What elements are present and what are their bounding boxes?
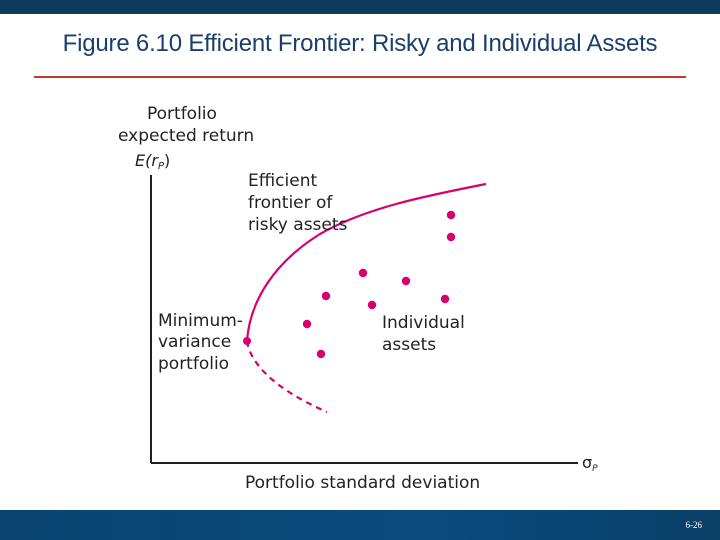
efficient-frontier-curve — [245, 182, 487, 342]
y-axis-symbol: E(rP) — [135, 151, 170, 172]
y-axis-title-line1: Portfolio — [147, 104, 217, 124]
inefficient-frontier-curve — [245, 340, 328, 414]
minimum-variance-point — [243, 337, 251, 345]
asset-point — [316, 349, 326, 359]
frontier-label-line2: frontier of — [248, 193, 333, 213]
asset-point — [440, 294, 450, 304]
y-axis-title-line2: expected return — [118, 126, 254, 146]
individual-assets — [302, 210, 456, 359]
asset-point — [321, 291, 331, 301]
x-axis-title: Portfolio standard deviation — [245, 473, 480, 493]
asset-point — [401, 276, 411, 286]
title-divider — [34, 76, 686, 78]
mvp-label-line3: portfolio — [158, 354, 229, 374]
top-bar — [0, 0, 720, 14]
mvp-label-line2: variance — [158, 332, 231, 352]
asset-point — [446, 210, 456, 220]
assets-label-line2: assets — [382, 335, 436, 355]
mvp-label-line1: Minimum- — [158, 311, 243, 331]
asset-point — [367, 300, 377, 310]
asset-point — [302, 319, 312, 329]
frontier-label-line3: risky assets — [248, 215, 348, 235]
slide-title: Figure 6.10 Efficient Frontier: Risky an… — [62, 30, 658, 57]
asset-point — [446, 232, 456, 242]
asset-point — [358, 268, 368, 278]
frontier-label-line1: Efficient — [248, 171, 317, 191]
assets-label-line1: Individual — [382, 313, 465, 333]
efficient-frontier-diagram: Portfolio expected return E(rP) σP Portf… — [118, 104, 598, 493]
bottom-bar: 6-26 — [0, 510, 720, 540]
page-number: 6-26 — [685, 520, 703, 530]
x-axis-symbol: σP — [582, 453, 598, 474]
